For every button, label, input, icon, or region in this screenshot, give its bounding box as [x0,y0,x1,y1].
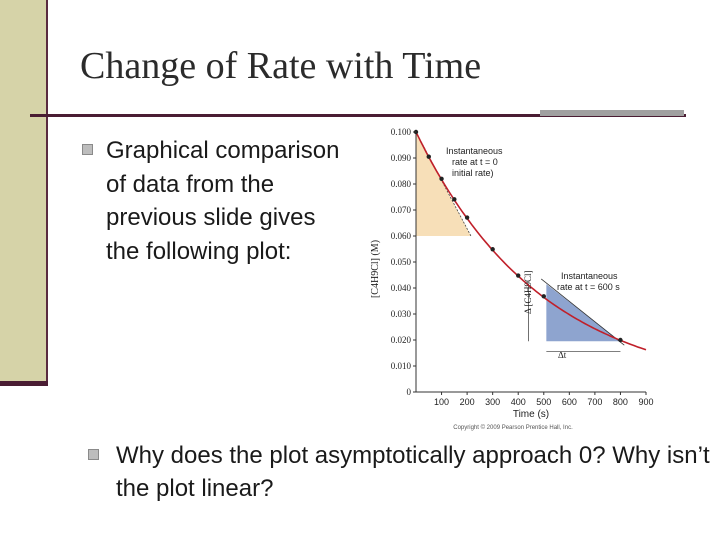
x-tick-label: 200 [460,397,475,407]
title-underline-accent [540,110,684,116]
sidebar-edge [0,381,48,386]
sidebar-decoration [0,0,46,384]
title-underline [30,114,686,117]
data-point [541,294,546,299]
x-tick-label: 400 [511,397,526,407]
x-tick-label: 800 [613,397,628,407]
data-point [490,247,495,252]
bullet-graphical-comparison: Graphical comparison of data from the pr… [82,134,354,268]
annotation-t600-rate: Instantaneous rate at t = 600 s [557,271,620,292]
x-axis-label: Time (s) [513,409,549,420]
y-tick-label: 0.050 [391,257,412,267]
initial-rate-tangent [415,131,472,237]
y-tick-label: 0.040 [391,283,412,293]
t600-rate-triangle [546,284,621,342]
x-tick-label: 900 [638,397,653,407]
data-point [439,176,444,181]
x-tick-label: 600 [562,397,577,407]
y-tick-label: 0.090 [391,153,412,163]
bullet-text: Graphical comparison of data from the pr… [106,137,340,265]
t600-rate-tangent [540,278,625,346]
x-tick-label: 300 [485,397,500,407]
copyright-text: Copyright © 2009 Pearson Prentice Hall, … [453,424,573,431]
y-tick-label: 0.100 [391,127,412,137]
data-point [464,215,470,220]
rate-figure: 0 0.010 0.020 0.030 0.040 0.050 0.060 0.070 0.08… [368,124,658,436]
data-point [618,337,623,343]
rate-chart: 0 0.010 0.020 0.030 0.040 0.050 0.060 0.070 0.08… [368,124,658,436]
x-tick-label: 700 [587,397,602,407]
y-tick-label: 0.010 [391,361,412,371]
bullet-marker-icon [88,449,99,460]
data-point [452,197,457,202]
y-tick-label: 0.080 [391,179,412,189]
slide-title: Change of Rate with Time [80,45,482,87]
bullet-asymptote-question: Why does the plot asymptotically approac… [88,439,710,505]
x-tick-label: 500 [536,397,551,407]
initial-rate-triangle [416,132,471,236]
annotation-delta-concentration: Δ [C4H9Cl] [523,270,533,314]
y-tick-label: 0.030 [391,309,412,319]
y-tick-label: 0.020 [391,335,412,345]
sidebar-rule [46,0,48,384]
y-axis-label: [C4H9Cl] (M) [370,240,381,298]
bullet-marker-icon [82,144,93,155]
data-point [516,273,521,278]
data-point [426,154,431,159]
x-tick-label: 100 [434,397,449,407]
y-tick-label: 0.070 [391,205,412,215]
annotation-delta-t: Δt [558,350,567,360]
y-tick-label: 0 [407,387,412,397]
y-tick-label: 0.060 [391,231,412,241]
annotation-initial-rate: Instantaneous rate at t = 0 initial rate… [446,146,505,178]
bullet-text: Why does the plot asymptotically approac… [116,442,710,502]
